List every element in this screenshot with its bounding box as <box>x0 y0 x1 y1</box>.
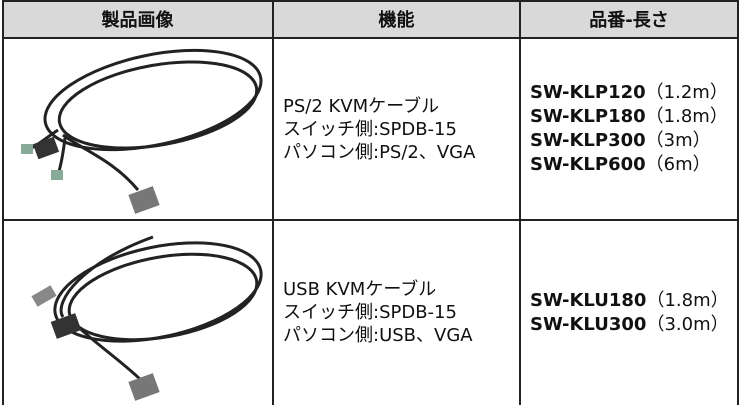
model-line: SW-KLU180（1.8m） <box>530 289 738 313</box>
model-length: （1.8m） <box>645 106 728 127</box>
function-line: スイッチ側:SPDB-15 <box>283 118 457 140</box>
border <box>2 0 4 405</box>
model-code: SW-KLP300 <box>530 130 646 151</box>
model-line: SW-KLP600（6m） <box>530 153 738 177</box>
model-code: SW-KLU180 <box>530 289 647 311</box>
model-line: SW-KLP180（1.8m） <box>530 105 738 129</box>
model-line: SW-KLU300（3.0m） <box>530 313 738 337</box>
product-image <box>21 48 263 214</box>
model-length: （3m） <box>645 130 711 151</box>
model-length: （1.8m） <box>646 289 729 311</box>
function-line: USB KVMケーブル <box>283 279 437 300</box>
model-cell: SW-KLU180（1.8m） SW-KLU300（3.0m） <box>520 220 738 405</box>
function-line: パソコン側:PS/2、VGA <box>283 141 476 163</box>
model-length: （1.2m） <box>645 82 728 103</box>
product-image <box>31 235 263 401</box>
border <box>519 0 521 405</box>
model-code: SW-KLU300 <box>530 313 647 335</box>
function-line: パソコン側:USB、VGA <box>283 325 473 346</box>
header-cell: 機能 <box>273 0 520 38</box>
border <box>2 37 738 39</box>
header-cell: 品番-長さ <box>520 0 738 38</box>
function-cell: PS/2 KVMケーブル スイッチ側:SPDB-15 パソコン側:PS/2、VG… <box>273 38 520 220</box>
border <box>2 0 738 2</box>
function-cell: USB KVMケーブル スイッチ側:SPDB-15 パソコン側:USB、VGA <box>273 220 520 405</box>
model-cell: SW-KLP120（1.2m） SW-KLP180（1.8m） SW-KLP30… <box>520 38 738 220</box>
border <box>272 0 274 405</box>
function-line: スイッチ側:SPDB-15 <box>283 302 457 323</box>
border <box>737 0 739 405</box>
model-code: SW-KLP120 <box>530 82 646 103</box>
model-length: （6m） <box>645 154 711 175</box>
model-code: SW-KLP180 <box>530 106 646 127</box>
header-cell: 製品画像 <box>2 0 273 38</box>
model-line: SW-KLP120（1.2m） <box>530 81 738 105</box>
function-line: PS/2 KVMケーブル <box>283 95 440 117</box>
border <box>2 219 738 221</box>
model-code: SW-KLP600 <box>530 154 646 175</box>
model-line: SW-KLP300（3m） <box>530 129 738 153</box>
model-length: （3.0m） <box>646 313 729 335</box>
